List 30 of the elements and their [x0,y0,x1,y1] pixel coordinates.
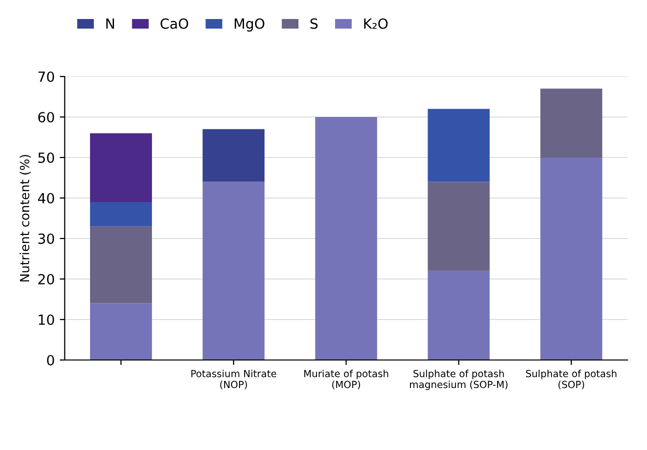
bar [202,182,265,360]
x-tick-label: Potassium Nitrate (NOP) [191,370,276,390]
x-tick-label: Sulphate of potash magnesium (SOP-M) [410,370,508,390]
bar [540,88,602,158]
y-tick-label: 20 [38,274,54,284]
y-tick-label: 0 [47,354,54,366]
legend-label: K₂O [364,18,388,29]
x-tick-label: Sulphate of potash (SOP) [526,370,616,390]
y-tick-label: 40 [38,192,54,204]
bar [90,202,152,226]
bar [90,303,152,360]
y-tick-label: 70 [38,71,54,82]
bar [428,270,490,360]
y-tick-label: 50 [38,152,54,163]
y-tick-label: 60 [38,112,54,122]
bar [428,108,490,182]
y-tick-label: 30 [38,233,54,244]
legend-label: S [310,18,318,29]
legend-label: N [106,18,114,29]
legend-label: CaO [160,18,188,29]
bar [428,182,490,271]
y-tick-label: 10 [38,314,54,325]
bar [540,158,602,360]
bar [90,133,152,202]
x-tick-label: Muriate of potash (MOP) [304,370,388,390]
legend-label: MgO [234,18,264,32]
y-axis-title: Nutrient content (%) [20,154,31,282]
bar [315,117,378,360]
bar [202,129,265,182]
bar [90,226,152,304]
